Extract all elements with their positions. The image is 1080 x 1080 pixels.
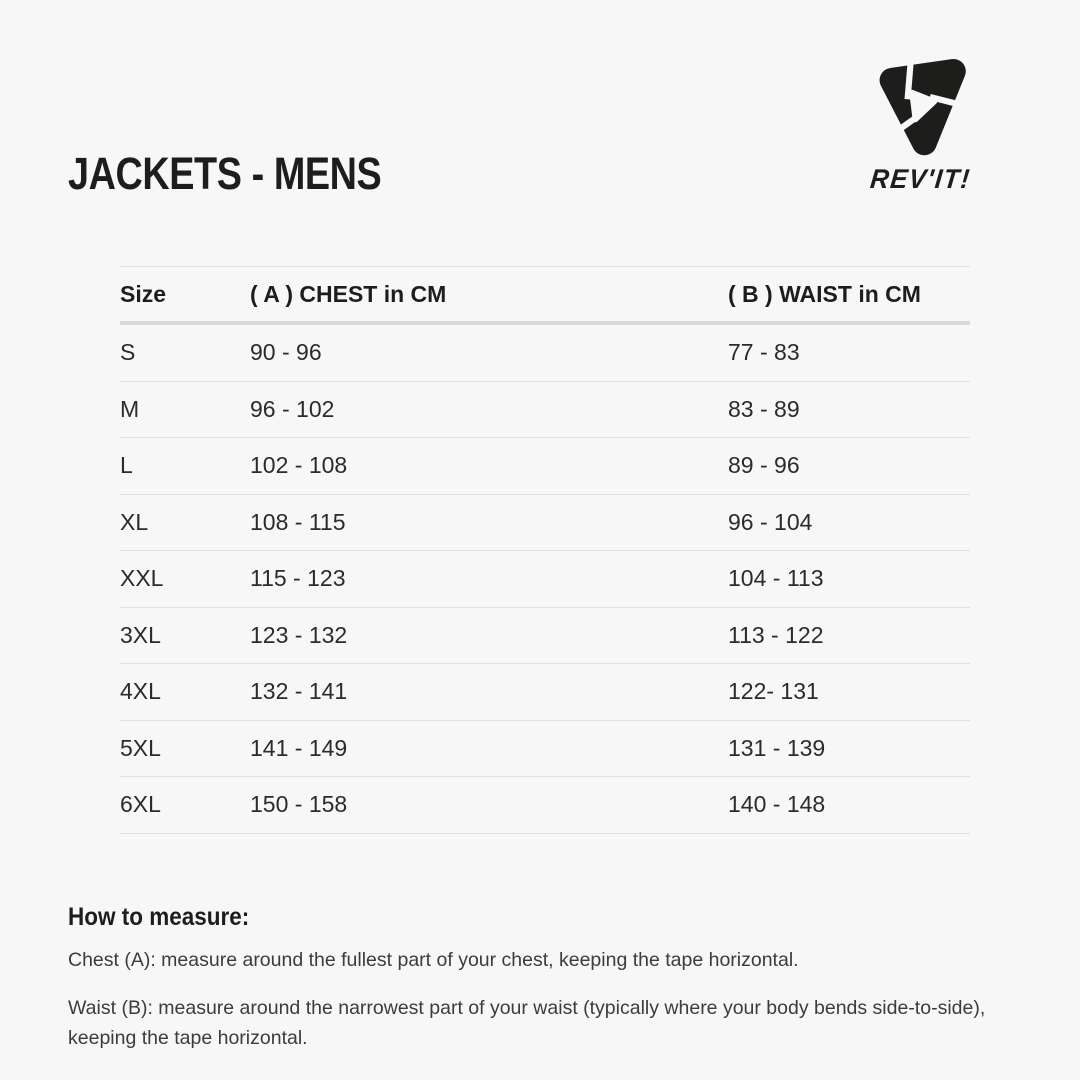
header-size: Size bbox=[120, 280, 167, 307]
row-waist: 96 - 104 bbox=[728, 508, 813, 535]
row-waist: 122- 131 bbox=[728, 678, 819, 705]
how-to-measure-heading: How to measure: bbox=[68, 903, 250, 931]
row-chest: 132 - 141 bbox=[250, 678, 348, 705]
row-waist: 131 - 139 bbox=[728, 734, 826, 761]
table-row: L 102 - 108 89 - 96 bbox=[120, 438, 970, 495]
row-chest: 123 - 132 bbox=[250, 621, 348, 648]
row-waist: 104 - 113 bbox=[728, 565, 824, 592]
row-chest: 141 - 149 bbox=[250, 734, 348, 761]
row-size: M bbox=[120, 395, 140, 422]
size-table: Size ( A ) CHEST in CM ( B ) WAIST in CM… bbox=[120, 266, 970, 834]
row-chest: 115 - 123 bbox=[250, 565, 346, 592]
row-waist: 77 - 83 bbox=[728, 339, 800, 366]
table-row: XL 108 - 115 96 - 104 bbox=[120, 495, 970, 551]
row-size: 5XL bbox=[120, 734, 161, 761]
revit-shield-icon bbox=[875, 51, 976, 156]
row-waist: 83 - 89 bbox=[728, 395, 800, 422]
page-title: JACKETS - MENS bbox=[68, 148, 382, 199]
row-chest: 108 - 115 bbox=[250, 508, 346, 535]
table-row: 4XL 132 - 141 122- 131 bbox=[120, 664, 970, 721]
row-size: XL bbox=[120, 508, 149, 535]
row-size: S bbox=[120, 339, 136, 366]
row-chest: 150 - 158 bbox=[250, 791, 348, 818]
size-table-header: Size ( A ) CHEST in CM ( B ) WAIST in CM bbox=[120, 266, 970, 325]
table-row: 3XL 123 - 132 113 - 122 bbox=[120, 608, 970, 664]
header-chest: ( A ) CHEST in CM bbox=[250, 280, 447, 307]
table-row: XXL 115 - 123 104 - 113 bbox=[120, 551, 970, 608]
brand-wordmark: REV'IT! bbox=[868, 164, 973, 194]
header-waist: ( B ) WAIST in CM bbox=[728, 280, 921, 307]
row-waist: 113 - 122 bbox=[728, 621, 824, 648]
chest-instruction: Chest (A): measure around the fullest pa… bbox=[68, 949, 799, 971]
brand-logo: REV'IT! bbox=[848, 50, 993, 195]
row-size: 4XL bbox=[120, 678, 161, 705]
table-row: M 96 - 102 83 - 89 bbox=[120, 382, 970, 438]
how-to-measure-section: How to measure: Chest (A): measure aroun… bbox=[68, 903, 1020, 1072]
table-row: 5XL 141 - 149 131 - 139 bbox=[120, 721, 970, 777]
row-size: 6XL bbox=[120, 791, 161, 818]
row-waist: 140 - 148 bbox=[728, 791, 826, 818]
row-chest: 102 - 108 bbox=[250, 452, 348, 479]
row-size: 3XL bbox=[120, 621, 161, 648]
row-chest: 96 - 102 bbox=[250, 395, 335, 422]
row-waist: 89 - 96 bbox=[728, 452, 800, 479]
table-row: S 90 - 96 77 - 83 bbox=[120, 325, 970, 382]
row-size: XXL bbox=[120, 565, 164, 592]
row-chest: 90 - 96 bbox=[250, 339, 322, 366]
table-row: 6XL 150 - 158 140 - 148 bbox=[120, 777, 970, 834]
waist-instruction: Waist (B): measure around the narrowest … bbox=[68, 997, 986, 1050]
row-size: L bbox=[120, 452, 133, 479]
